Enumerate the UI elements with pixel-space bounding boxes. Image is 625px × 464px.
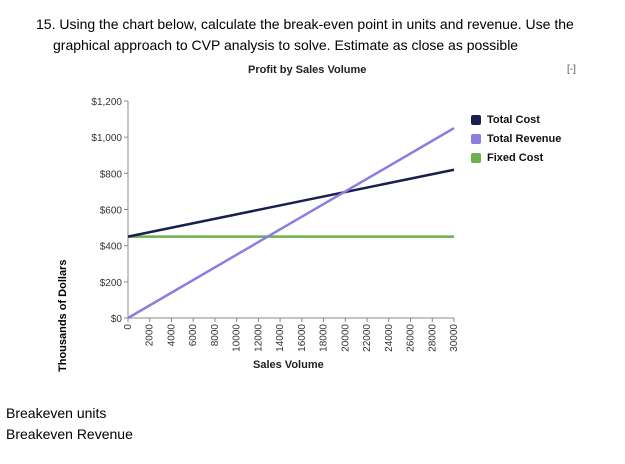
series-line-total-revenue: [127, 127, 455, 320]
legend-label: Total Cost: [487, 113, 540, 126]
legend-label: Total Revenue: [487, 132, 562, 145]
x-tick-label: 12000: [253, 324, 264, 352]
y-tick-label: $1,000: [91, 133, 122, 144]
x-tick-label: 22000: [362, 324, 373, 352]
breakeven-revenue-label: Breakeven Revenue: [6, 426, 133, 442]
legend-label: Fixed Cost: [487, 151, 544, 164]
chart-plot: $0 $200 $400 $600 $800 $1,000 $1,200 0 2000 4000 6…: [91, 97, 460, 352]
legend-item: Total Revenue: [471, 129, 561, 148]
chart-ticks: $0 $200 $400 $600 $800 $1,000 $1,200 0 2000 4000 6…: [91, 97, 460, 352]
chart-title: Profit by Sales Volume: [248, 64, 367, 76]
x-tick-label: 30000: [449, 324, 460, 352]
chart-axes: [127, 101, 454, 319]
y-tick-label: $0: [111, 314, 123, 325]
x-tick-label: 16000: [297, 324, 308, 352]
x-tick-label: 0: [123, 324, 134, 330]
y-tick-label: $400: [100, 242, 123, 253]
chart-legend: Total Cost Total Revenue Fixed Cost: [471, 110, 561, 167]
y-tick-label: $200: [100, 278, 123, 289]
breakeven-units-label: Breakeven units: [6, 405, 107, 421]
x-tick-label: 26000: [406, 324, 417, 352]
question-text: 15. Using the chart below, calculate the…: [36, 14, 616, 56]
x-tick-label: 10000: [232, 324, 243, 352]
y-tick-label: $600: [100, 206, 123, 217]
x-tick-label: 24000: [384, 324, 395, 352]
x-tick-label: 6000: [188, 324, 199, 347]
y-tick-label: $1,200: [91, 97, 122, 108]
x-axis-label: Sales Volume: [253, 359, 324, 371]
answers-block: Breakeven units Breakeven Revenue: [6, 403, 133, 445]
legend-swatch: [471, 152, 481, 163]
y-tick-label: $800: [100, 169, 123, 180]
legend-item: Total Cost: [471, 110, 561, 129]
legend-swatch: [471, 133, 481, 144]
question-line-1: 15. Using the chart below, calculate the…: [36, 16, 574, 32]
series-line-total-cost: [127, 168, 455, 238]
x-tick-label: 14000: [275, 324, 286, 352]
legend-item: Fixed Cost: [471, 148, 561, 167]
x-tick-label: 8000: [210, 324, 221, 347]
collapse-toggle[interactable]: [-]: [567, 64, 576, 75]
x-tick-label: 2000: [145, 324, 156, 347]
legend-swatch: [471, 114, 481, 125]
chart-series: [127, 127, 455, 320]
y-axis-label: Thousands of Dollars: [57, 259, 69, 372]
x-tick-label: 28000: [427, 324, 438, 352]
x-tick-label: 4000: [166, 324, 177, 347]
x-tick-label: 20000: [340, 324, 351, 352]
x-tick-label: 18000: [319, 324, 330, 352]
question-line-2: graphical approach to CVP analysis to so…: [53, 37, 519, 53]
